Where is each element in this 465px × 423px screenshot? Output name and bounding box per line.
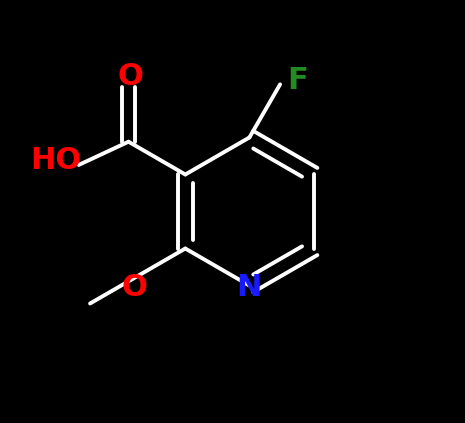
Text: O: O	[118, 62, 144, 91]
Text: HO: HO	[30, 146, 81, 175]
Text: F: F	[287, 66, 308, 96]
Text: N: N	[237, 273, 262, 302]
Text: O: O	[121, 273, 147, 302]
